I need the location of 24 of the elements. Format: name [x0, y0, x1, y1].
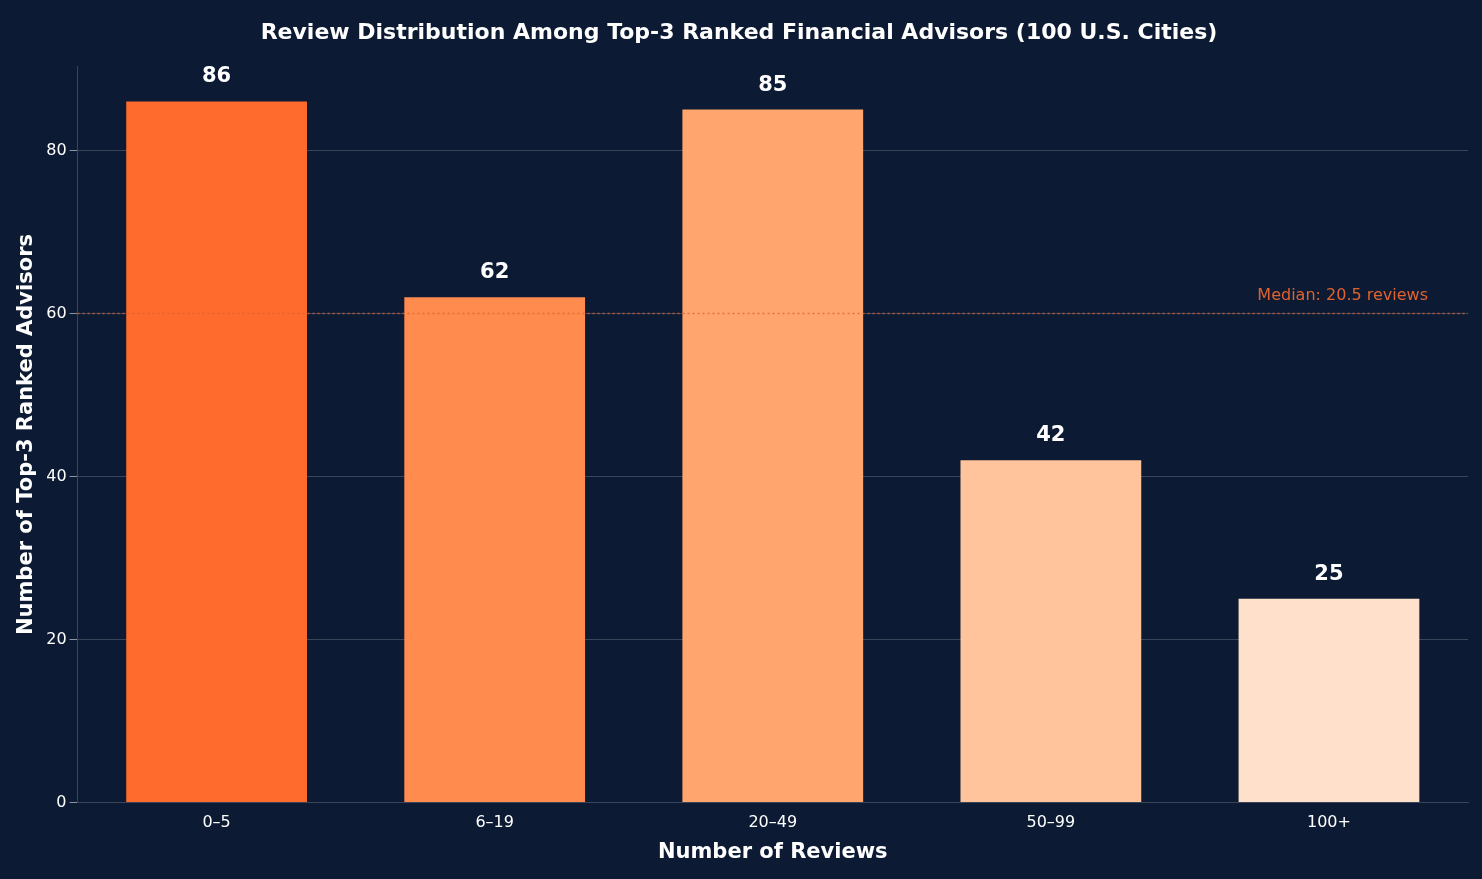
data-label: 62 [480, 259, 510, 284]
x-axis-title: Number of Reviews [657, 838, 888, 863]
chart-title: Review Distribution Among Top-3 Ranked Financial Advisors (100 U.S. Cities) [260, 18, 1218, 44]
y-tick-label: 40 [46, 465, 67, 485]
y-axis-title: Number of Top-3 Ranked Advisors [13, 233, 38, 636]
y-tick-label: 0 [56, 791, 67, 811]
annotation: Median: 20.5 reviews [1257, 284, 1428, 304]
y-tick-label: 80 [46, 139, 67, 159]
bar [960, 460, 1142, 803]
x-tick-label: 50–99 [1026, 812, 1076, 832]
x-tick-label: 0–5 [202, 812, 231, 832]
data-label: 42 [1036, 422, 1066, 447]
bar [1238, 598, 1420, 803]
bar [404, 297, 586, 803]
data-label: 85 [758, 71, 788, 96]
bar [126, 101, 307, 803]
bar [682, 109, 864, 803]
x-tick-label: 6–19 [475, 812, 514, 832]
y-tick-label: 60 [46, 302, 67, 322]
y-tick-label: 20 [46, 628, 67, 648]
data-label: 25 [1314, 560, 1344, 585]
x-tick-label: 20–49 [748, 812, 798, 832]
x-tick-label: 100+ [1306, 812, 1351, 832]
data-label: 86 [201, 63, 232, 88]
